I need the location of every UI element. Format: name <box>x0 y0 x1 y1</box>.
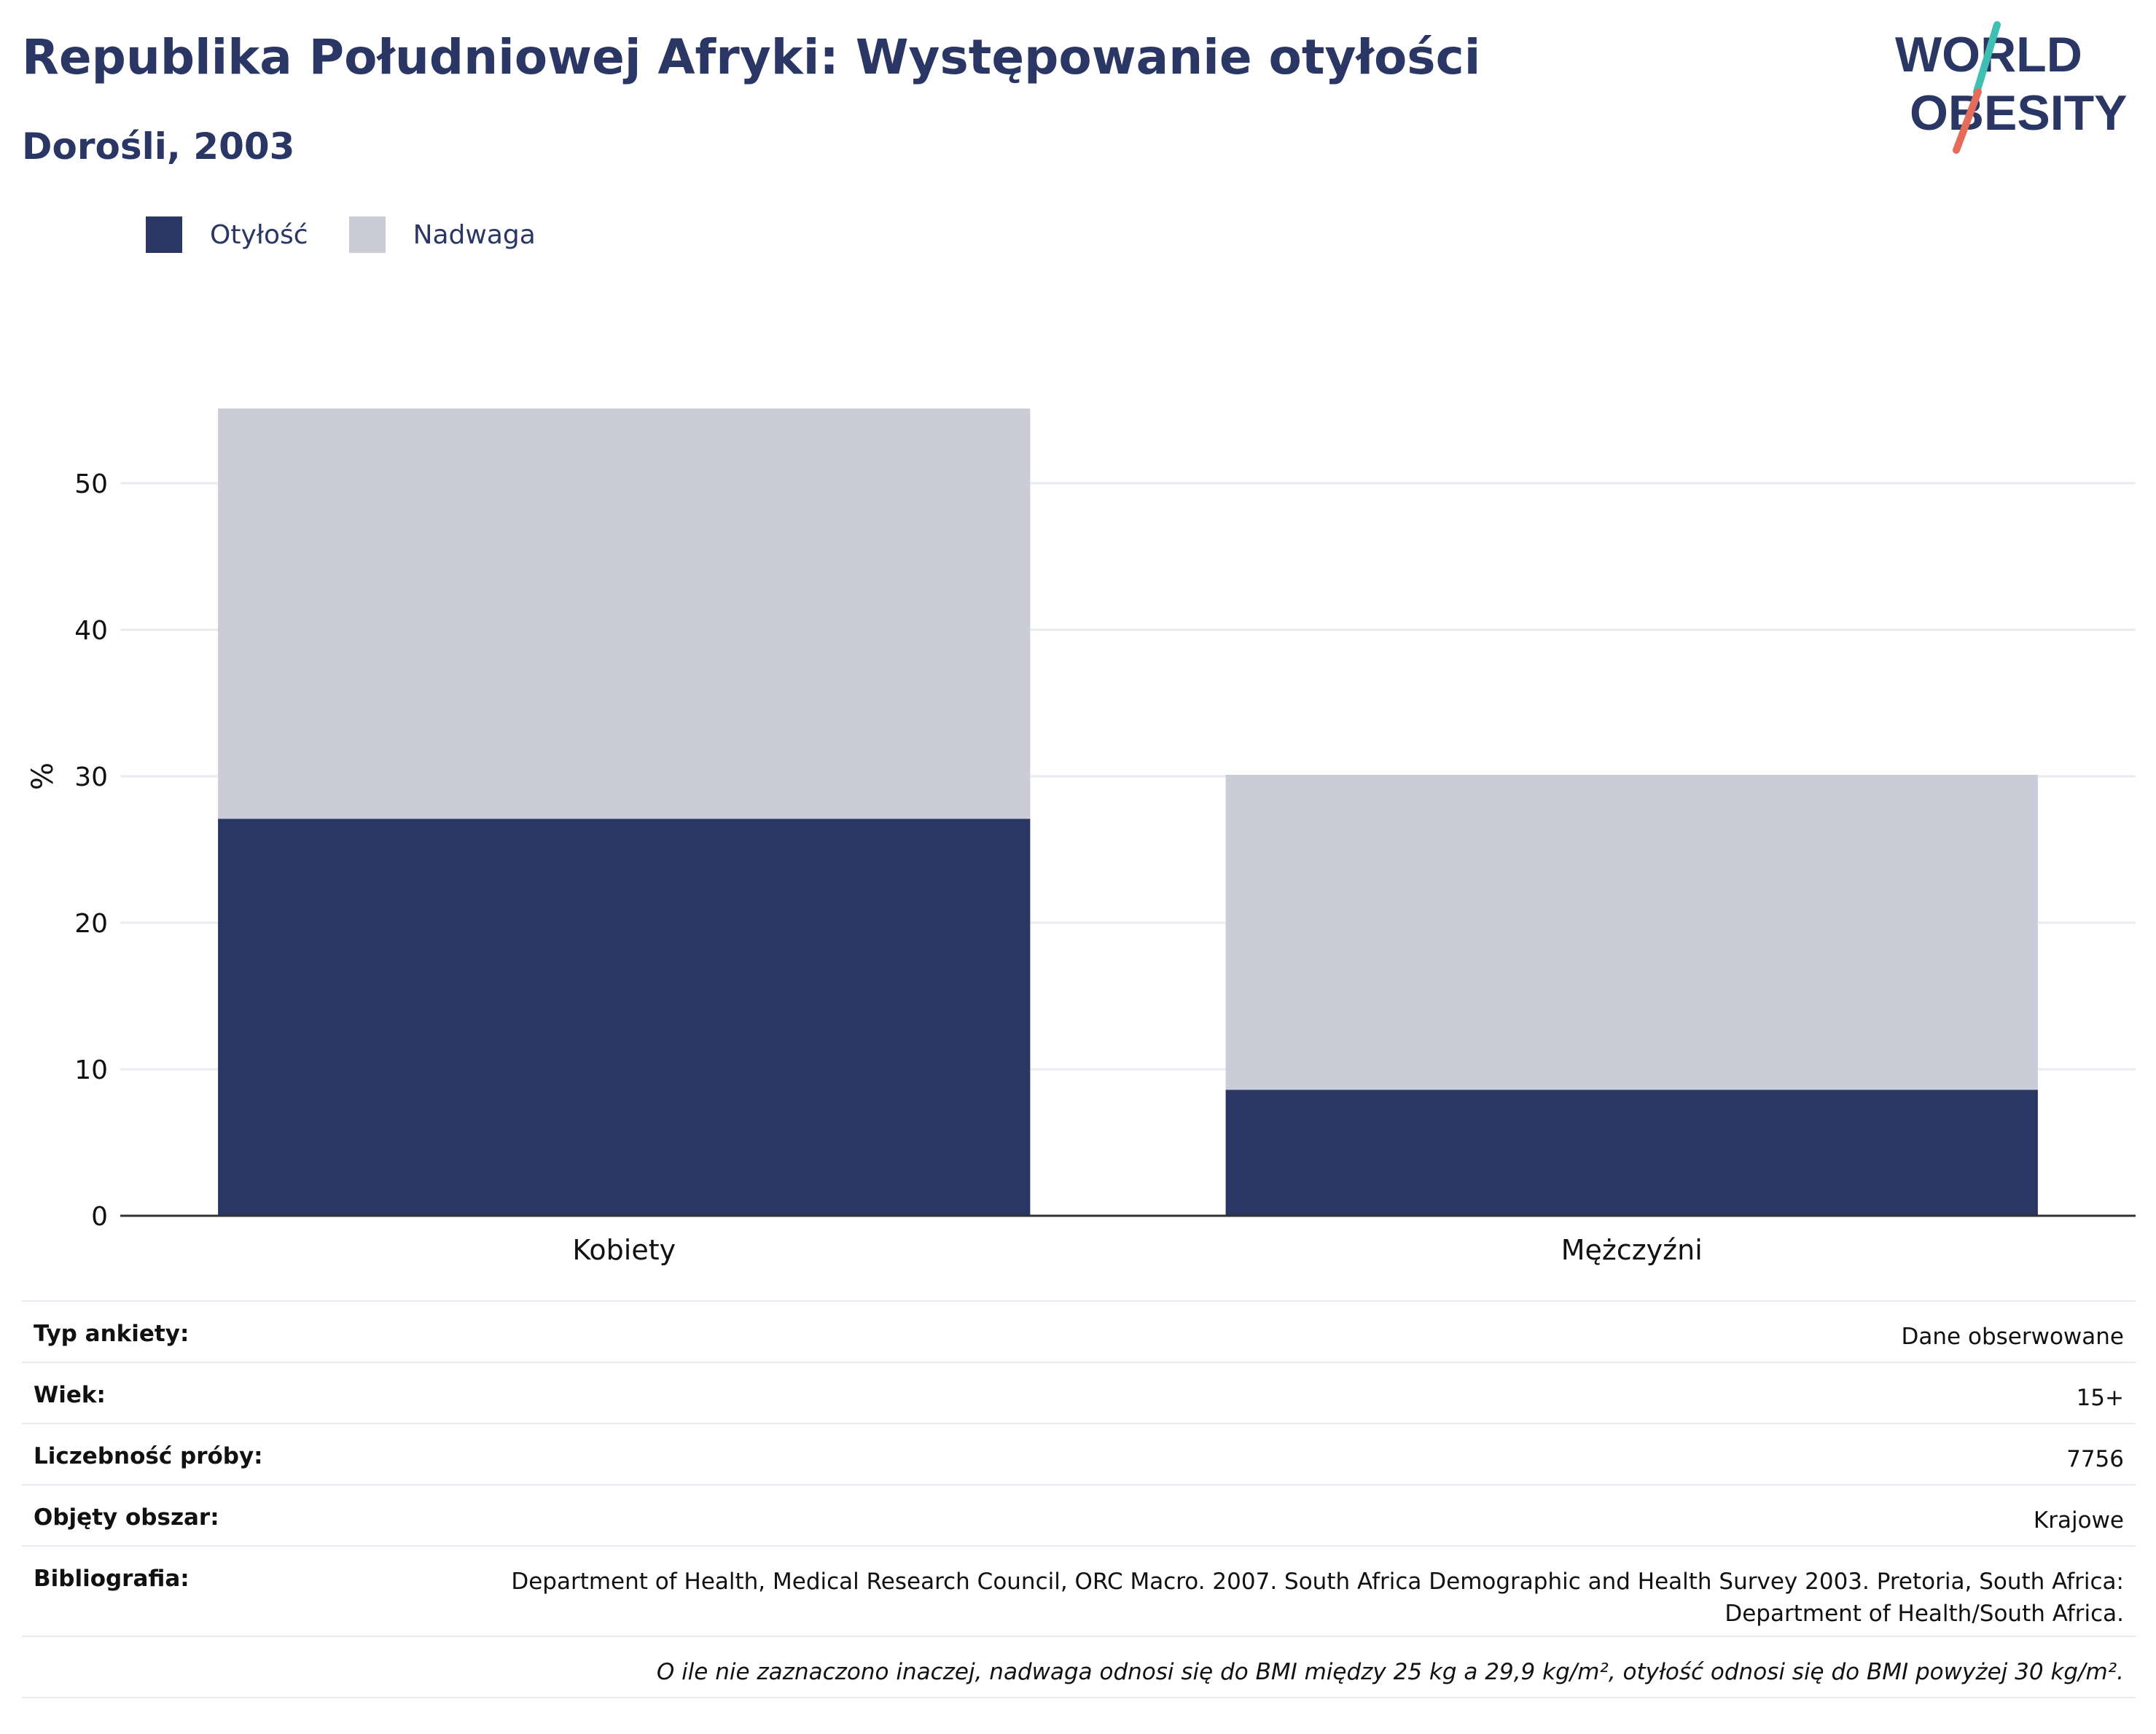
world-obesity-logo: WORLD OBESITY <box>1895 21 2128 154</box>
info-value: Department of Health, Medical Research C… <box>511 1569 2124 1627</box>
logo-slash-top <box>1973 21 2001 95</box>
info-value: Krajowe <box>2033 1507 2124 1534</box>
legend-swatch-obesity <box>146 216 182 253</box>
y-tick-label: 20 <box>74 909 108 939</box>
x-tick-label: Kobiety <box>572 1234 676 1266</box>
info-key: Bibliografia: <box>34 1566 190 1592</box>
info-value: 15+ <box>2076 1385 2124 1411</box>
y-tick-label: 30 <box>74 762 108 792</box>
legend-swatch-overweight <box>348 216 386 253</box>
info-row-age: Wiek: 15+ <box>22 1362 2136 1423</box>
survey-info-table: Typ ankiety: Dane obserwowane Wiek: 15+ … <box>22 1300 2136 1698</box>
info-value: 7756 <box>2066 1446 2124 1472</box>
info-bottom-rule <box>22 1697 2136 1698</box>
bmi-definition-note: O ile nie zaznaczono inaczej, nadwaga od… <box>656 1659 2124 1685</box>
x-tick-label: Mężczyźni <box>1561 1234 1703 1266</box>
legend-label-obesity: Otyłość <box>210 219 308 250</box>
chart-title: Republika Południowej Afryki: Występowan… <box>22 29 1481 85</box>
legend-item-overweight[interactable]: Nadwaga <box>348 216 536 253</box>
bar-overweight-men <box>1225 774 2038 1090</box>
chart-legend: Otyłość Nadwaga <box>146 216 577 254</box>
y-tick-label: 50 <box>74 469 108 499</box>
legend-label-overweight: Nadwaga <box>413 219 536 250</box>
bar-obesity-women <box>218 819 1031 1216</box>
bar-overweight-women <box>218 408 1031 819</box>
y-tick-label: 10 <box>74 1055 108 1085</box>
chart-subtitle: Dorośli, 2003 <box>22 125 295 168</box>
bar-chart: 0 10 20 30 40 50% Kobiety Mężczyźni <box>26 408 2136 1266</box>
info-key: Liczebność próby: <box>34 1443 263 1469</box>
y-tick-label: 40 <box>74 616 108 646</box>
info-row-sample-size: Liczebność próby: 7756 <box>22 1423 2136 1484</box>
info-row-area-covered: Objęty obszar: Krajowe <box>22 1484 2136 1545</box>
info-row-bmi-note: O ile nie zaznaczono inaczej, nadwaga od… <box>22 1636 2136 1697</box>
logo-slash-bottom <box>1953 88 1982 154</box>
info-key: Objęty obszar: <box>34 1504 219 1531</box>
y-tick-label: 0 <box>91 1202 108 1232</box>
info-key: Typ ankiety: <box>34 1321 190 1347</box>
bar-obesity-men <box>1225 1090 2038 1216</box>
legend-item-obesity[interactable]: Otyłość <box>146 216 308 253</box>
y-axis-title: % <box>26 762 60 790</box>
info-value: Dane obserwowane <box>1901 1324 2124 1350</box>
info-key: Wiek: <box>34 1382 106 1408</box>
info-row-bibliography: Bibliografia: Department of Health, Medi… <box>22 1545 2136 1636</box>
info-row-survey-type: Typ ankiety: Dane obserwowane <box>22 1300 2136 1362</box>
logo-word-obesity: OBESITY <box>1910 85 2128 141</box>
